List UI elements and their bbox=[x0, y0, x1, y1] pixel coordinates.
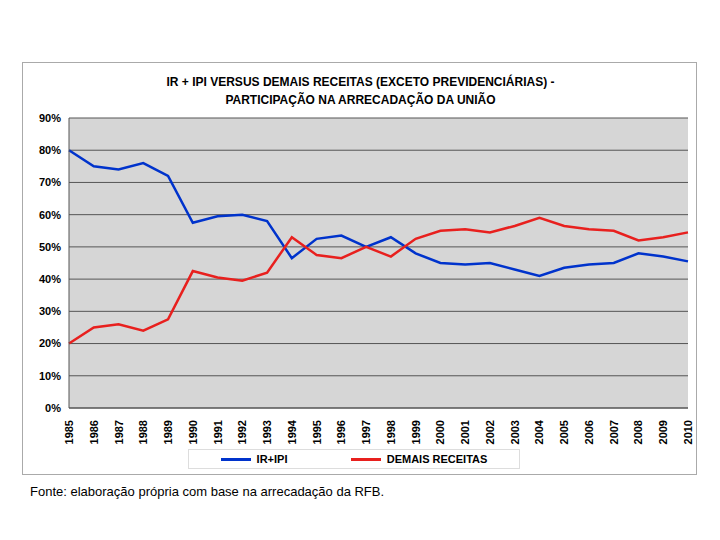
svg-text:1989: 1989 bbox=[162, 420, 174, 444]
svg-text:30%: 30% bbox=[39, 305, 61, 317]
svg-text:60%: 60% bbox=[39, 209, 61, 221]
svg-text:10%: 10% bbox=[39, 370, 61, 382]
svg-text:2005: 2005 bbox=[558, 420, 570, 444]
svg-text:1991: 1991 bbox=[212, 420, 224, 444]
svg-text:40%: 40% bbox=[39, 273, 61, 285]
svg-text:50%: 50% bbox=[39, 241, 61, 253]
svg-text:2006: 2006 bbox=[583, 420, 595, 444]
svg-text:2000: 2000 bbox=[434, 420, 446, 444]
svg-text:1993: 1993 bbox=[261, 420, 273, 444]
html-text:IR + IPI VERSUS DEMAIS RECEITA: IR + IPI VERSUS DEMAIS RECEITAS (EXCETO … bbox=[166, 75, 555, 89]
svg-text:1992: 1992 bbox=[236, 420, 248, 444]
svg-text:80%: 80% bbox=[39, 144, 61, 156]
svg-text:2007: 2007 bbox=[608, 420, 620, 444]
svg-text:1995: 1995 bbox=[311, 420, 323, 444]
html-text:Fonte: elaboração própria com: Fonte: elaboração própria com base na ar… bbox=[30, 484, 385, 499]
svg-text:2009: 2009 bbox=[657, 420, 669, 444]
svg-text:20%: 20% bbox=[39, 337, 61, 349]
svg-text:1985: 1985 bbox=[63, 420, 75, 444]
svg-text:0%: 0% bbox=[45, 402, 61, 414]
svg-text:1996: 1996 bbox=[335, 420, 347, 444]
svg-text:1988: 1988 bbox=[137, 420, 149, 444]
svg-text:1987: 1987 bbox=[113, 420, 125, 444]
svg-text:2004: 2004 bbox=[533, 419, 545, 444]
svg-text:1997: 1997 bbox=[360, 420, 372, 444]
svg-text:90%: 90% bbox=[39, 112, 61, 124]
svg-text:2002: 2002 bbox=[484, 420, 496, 444]
svg-text:2003: 2003 bbox=[509, 420, 521, 444]
html-text:PARTICIPAÇÃO NA ARRECADAÇÃO DA: PARTICIPAÇÃO NA ARRECADAÇÃO DA UNIÃO bbox=[225, 93, 496, 107]
svg-text:2001: 2001 bbox=[459, 420, 471, 444]
svg-text:1999: 1999 bbox=[410, 420, 422, 444]
svg-text:1998: 1998 bbox=[385, 420, 397, 444]
svg-text:2008: 2008 bbox=[632, 420, 644, 444]
svg-text:2010: 2010 bbox=[682, 420, 694, 444]
svg-text:1990: 1990 bbox=[187, 420, 199, 444]
svg-text:70%: 70% bbox=[39, 176, 61, 188]
html-text:IR+IPI: IR+IPI bbox=[256, 453, 288, 465]
html-text:DEMAIS RECEITAS: DEMAIS RECEITAS bbox=[386, 453, 488, 465]
svg-text:1994: 1994 bbox=[286, 419, 298, 444]
svg-text:1986: 1986 bbox=[88, 420, 100, 444]
